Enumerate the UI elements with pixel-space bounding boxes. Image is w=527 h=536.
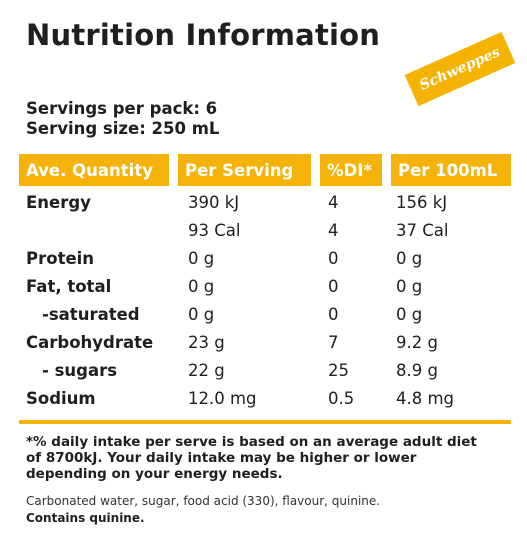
allergen-statement: Contains quinine. [26,511,145,525]
table-row-sugars: - sugars 22 g 25 8.9 g [0,361,527,389]
per-100ml-value: 9.2 g [396,333,438,352]
brand-logo: Schweppes [404,31,516,107]
table-row-sodium: Sodium 12.0 mg 0.5 4.8 mg [0,389,527,417]
table-row-energy-cal: 93 Cal 4 37 Cal [0,221,527,249]
nutrient-name: Carbohydrate [26,333,154,352]
per-100ml-value: 37 Cal [396,221,449,240]
table-row-energy-kj: Energy 390 kJ 4 156 kJ [0,193,527,221]
per-100ml-value: 156 kJ [396,193,448,212]
per-serving-value: 93 Cal [188,221,241,240]
per-serving-value: 0 g [188,249,215,268]
per-serving-value: 23 g [188,333,225,352]
nutrient-name: - sugars [42,361,118,380]
header-per-serving: Per Serving [178,154,311,186]
per-serving-value: 0 g [188,305,215,324]
di-value: 0 [328,277,339,296]
per-100ml-value: 0 g [396,277,423,296]
table-row-fat-total: Fat, total 0 g 0 0 g [0,277,527,305]
table-bottom-rule [19,420,511,424]
nutrient-name: Energy [26,193,91,212]
nutrient-name: Protein [26,249,95,268]
per-serving-value: 12.0 mg [188,389,257,408]
per-serving-value: 0 g [188,277,215,296]
di-value: 0 [328,249,339,268]
per-100ml-value: 0 g [396,249,423,268]
header-ave-quantity: Ave. Quantity [19,154,169,186]
per-100ml-value: 4.8 mg [396,389,455,408]
table-row-protein: Protein 0 g 0 0 g [0,249,527,277]
di-value: 25 [328,361,349,380]
ingredients-list: Carbonated water, sugar, food acid (330)… [26,494,381,508]
di-value: 4 [328,193,339,212]
per-100ml-value: 0 g [396,305,423,324]
per-100ml-value: 8.9 g [396,361,438,380]
di-value: 0.5 [328,389,355,408]
per-serving-value: 390 kJ [188,193,240,212]
di-value: 7 [328,333,339,352]
daily-intake-footnote: *% daily intake per serve is based on an… [26,434,477,482]
nutrient-name: -saturated [42,305,140,324]
page-title: Nutrition Information [26,18,381,52]
per-serving-value: 22 g [188,361,225,380]
header-per-100ml: Per 100mL [391,154,511,186]
table-row-carbohydrate: Carbohydrate 23 g 7 9.2 g [0,333,527,361]
di-value: 0 [328,305,339,324]
header-di: %DI* [320,154,382,186]
brand-logo-text: Schweppes [417,44,503,94]
serving-size: Serving size: 250 mL [26,119,220,138]
table-row-saturated: -saturated 0 g 0 0 g [0,305,527,333]
servings-per-pack: Servings per pack: 6 [26,99,218,118]
nutrient-name: Fat, total [26,277,112,296]
di-value: 4 [328,221,339,240]
nutrient-name: Sodium [26,389,96,408]
